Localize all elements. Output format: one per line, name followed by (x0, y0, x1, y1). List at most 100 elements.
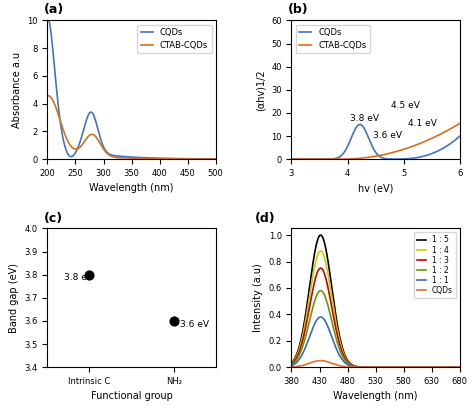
CTAB-CQDs (420, 140, 426, 145)
CQDs (318, 358, 323, 363)
CQDs (357, 365, 363, 370)
1 : 2: (432, 0.58): 2: (432, 0.58) (318, 288, 323, 293)
1 : 1: (586, 2.46e-14): 1: (586, 2.46e-14) (404, 365, 410, 370)
Legend: CQDs, CTAB-CQDs: CQDs, CTAB-CQDs (137, 24, 211, 53)
CTAB-CQDs (45, 93, 50, 98)
CTAB-CQDs (160, 156, 166, 161)
Line: 1 : 4: 1 : 4 (292, 251, 460, 367)
CQDs (357, 122, 363, 127)
1 : 4: (411, 0.491): 4: (411, 0.491) (306, 300, 311, 305)
Y-axis label: Intensity (a.u): Intensity (a.u) (253, 264, 263, 332)
1 : 4: (614, 3.53e-19): 4: (614, 3.53e-19) (420, 365, 426, 370)
CTAB-CQDs (113, 155, 118, 160)
1 : 1: (502, 0.000785): 1: (502, 0.000785) (357, 365, 363, 370)
CTAB-CQDs (62, 131, 68, 136)
1 : 3: (380, 0.0238): 3: (380, 0.0238) (289, 361, 294, 366)
CQDs (160, 156, 166, 161)
CTAB-CQDs (213, 157, 219, 162)
1 : 2: (380, 0.0184): 2: (380, 0.0184) (289, 362, 294, 367)
CQDs (289, 364, 294, 369)
CTAB-CQDs (404, 146, 410, 151)
1 : 2: (502, 0.0012): 2: (502, 0.0012) (357, 365, 363, 370)
Y-axis label: Absorbance a.u: Absorbance a.u (12, 52, 22, 128)
Line: CQDs: CQDs (47, 20, 216, 159)
1 : 4: (502, 0.00182): 4: (502, 0.00182) (357, 364, 363, 369)
Point (170, 318, 177, 324)
1 : 5: (620, 3.14e-20): 5: (620, 3.14e-20) (423, 365, 429, 370)
1 : 4: (512, 0.00023): 4: (512, 0.00023) (363, 365, 369, 370)
1 : 4: (680, 7.49e-35): 4: (680, 7.49e-35) (457, 365, 463, 370)
CQDs (420, 154, 426, 159)
CTAB-CQDs (289, 157, 294, 162)
1 : 2: (614, 2.33e-19): 2: (614, 2.33e-19) (420, 365, 426, 370)
1 : 4: (432, 0.88): 4: (432, 0.88) (318, 248, 323, 253)
CQDs (45, 18, 50, 23)
CTAB-CQDs (45, 93, 50, 98)
CTAB-CQDs (306, 157, 311, 162)
1 : 2: (680, 4.94e-35): 2: (680, 4.94e-35) (457, 365, 463, 370)
Text: 3.6 eV: 3.6 eV (181, 320, 210, 329)
Text: (a): (a) (44, 3, 64, 16)
Y-axis label: (αhv)1/2: (αhv)1/2 (255, 69, 265, 111)
1 : 5: (502, 0.00207): 5: (502, 0.00207) (357, 364, 363, 369)
CQDs (118, 154, 124, 159)
Text: (d): (d) (255, 211, 275, 224)
1 : 1: (411, 0.212): 1: (411, 0.212) (306, 337, 311, 341)
X-axis label: hv (eV): hv (eV) (358, 184, 393, 193)
1 : 3: (620, 2.35e-20): 3: (620, 2.35e-20) (423, 365, 429, 370)
CTAB-CQDs (357, 156, 363, 161)
Y-axis label: Band gap (eV): Band gap (eV) (9, 263, 19, 333)
1 : 3: (586, 4.85e-14): 3: (586, 4.85e-14) (404, 365, 410, 370)
Line: CTAB-CQDs: CTAB-CQDs (292, 124, 460, 159)
CQDs (363, 129, 369, 134)
CQDs (423, 365, 429, 370)
Line: 1 : 3: 1 : 3 (292, 268, 460, 367)
1 : 2: (586, 3.75e-14): 2: (586, 3.75e-14) (404, 365, 410, 370)
Text: 3.8 eV: 3.8 eV (350, 114, 379, 123)
Line: CQDs: CQDs (292, 124, 460, 159)
CQDs (306, 361, 311, 366)
1 : 5: (380, 0.0318): 5: (380, 0.0318) (289, 361, 294, 366)
X-axis label: Wavelength (nm): Wavelength (nm) (89, 184, 174, 193)
Text: 3.8 eV: 3.8 eV (64, 273, 93, 282)
CQDs (357, 122, 363, 127)
X-axis label: Wavelength (nm): Wavelength (nm) (333, 392, 418, 401)
CQDs (457, 365, 463, 370)
1 : 4: (586, 5.69e-14): 4: (586, 5.69e-14) (404, 365, 410, 370)
1 : 5: (411, 0.559): 5: (411, 0.559) (306, 291, 311, 296)
1 : 1: (614, 1.53e-19): 1: (614, 1.53e-19) (420, 365, 426, 370)
CQDs (306, 157, 311, 162)
Line: CQDs: CQDs (292, 361, 460, 367)
CTAB-CQDs (457, 121, 463, 126)
1 : 1: (380, 0.0121): 1: (380, 0.0121) (289, 363, 294, 368)
CQDs (423, 153, 429, 158)
1 : 4: (380, 0.028): 4: (380, 0.028) (289, 361, 294, 366)
CTAB-CQDs (176, 157, 182, 162)
1 : 3: (502, 0.00155): 3: (502, 0.00155) (357, 364, 363, 369)
Line: 1 : 2: 1 : 2 (292, 290, 460, 367)
CTAB-CQDs (423, 139, 428, 144)
Text: (b): (b) (288, 3, 309, 16)
CQDs (179, 156, 184, 161)
1 : 3: (614, 3.01e-19): 3: (614, 3.01e-19) (420, 365, 426, 370)
1 : 1: (432, 0.38): 1: (432, 0.38) (318, 315, 323, 319)
CQDs (62, 143, 67, 148)
Text: (c): (c) (44, 211, 63, 224)
1 : 5: (512, 0.000261): 5: (512, 0.000261) (363, 365, 369, 370)
CQDs (420, 365, 426, 370)
Text: 3.6 eV: 3.6 eV (373, 131, 402, 140)
1 : 1: (680, 3.23e-35): 1: (680, 3.23e-35) (457, 365, 463, 370)
1 : 5: (432, 1): 5: (432, 1) (318, 233, 323, 237)
1 : 1: (620, 1.19e-20): 1: (620, 1.19e-20) (423, 365, 429, 370)
1 : 2: (620, 1.82e-20): 2: (620, 1.82e-20) (423, 365, 429, 370)
CQDs (363, 365, 369, 370)
CQDs (289, 157, 294, 162)
CQDs (404, 156, 410, 161)
Text: 4.5 eV: 4.5 eV (392, 101, 420, 110)
CQDs (213, 157, 219, 162)
CTAB-CQDs (179, 157, 185, 162)
1 : 5: (680, 8.51e-35): 5: (680, 8.51e-35) (457, 365, 463, 370)
1 : 5: (614, 4.02e-19): 5: (614, 4.02e-19) (420, 365, 426, 370)
1 : 5: (586, 6.46e-14): 5: (586, 6.46e-14) (404, 365, 410, 370)
CQDs (176, 156, 182, 161)
